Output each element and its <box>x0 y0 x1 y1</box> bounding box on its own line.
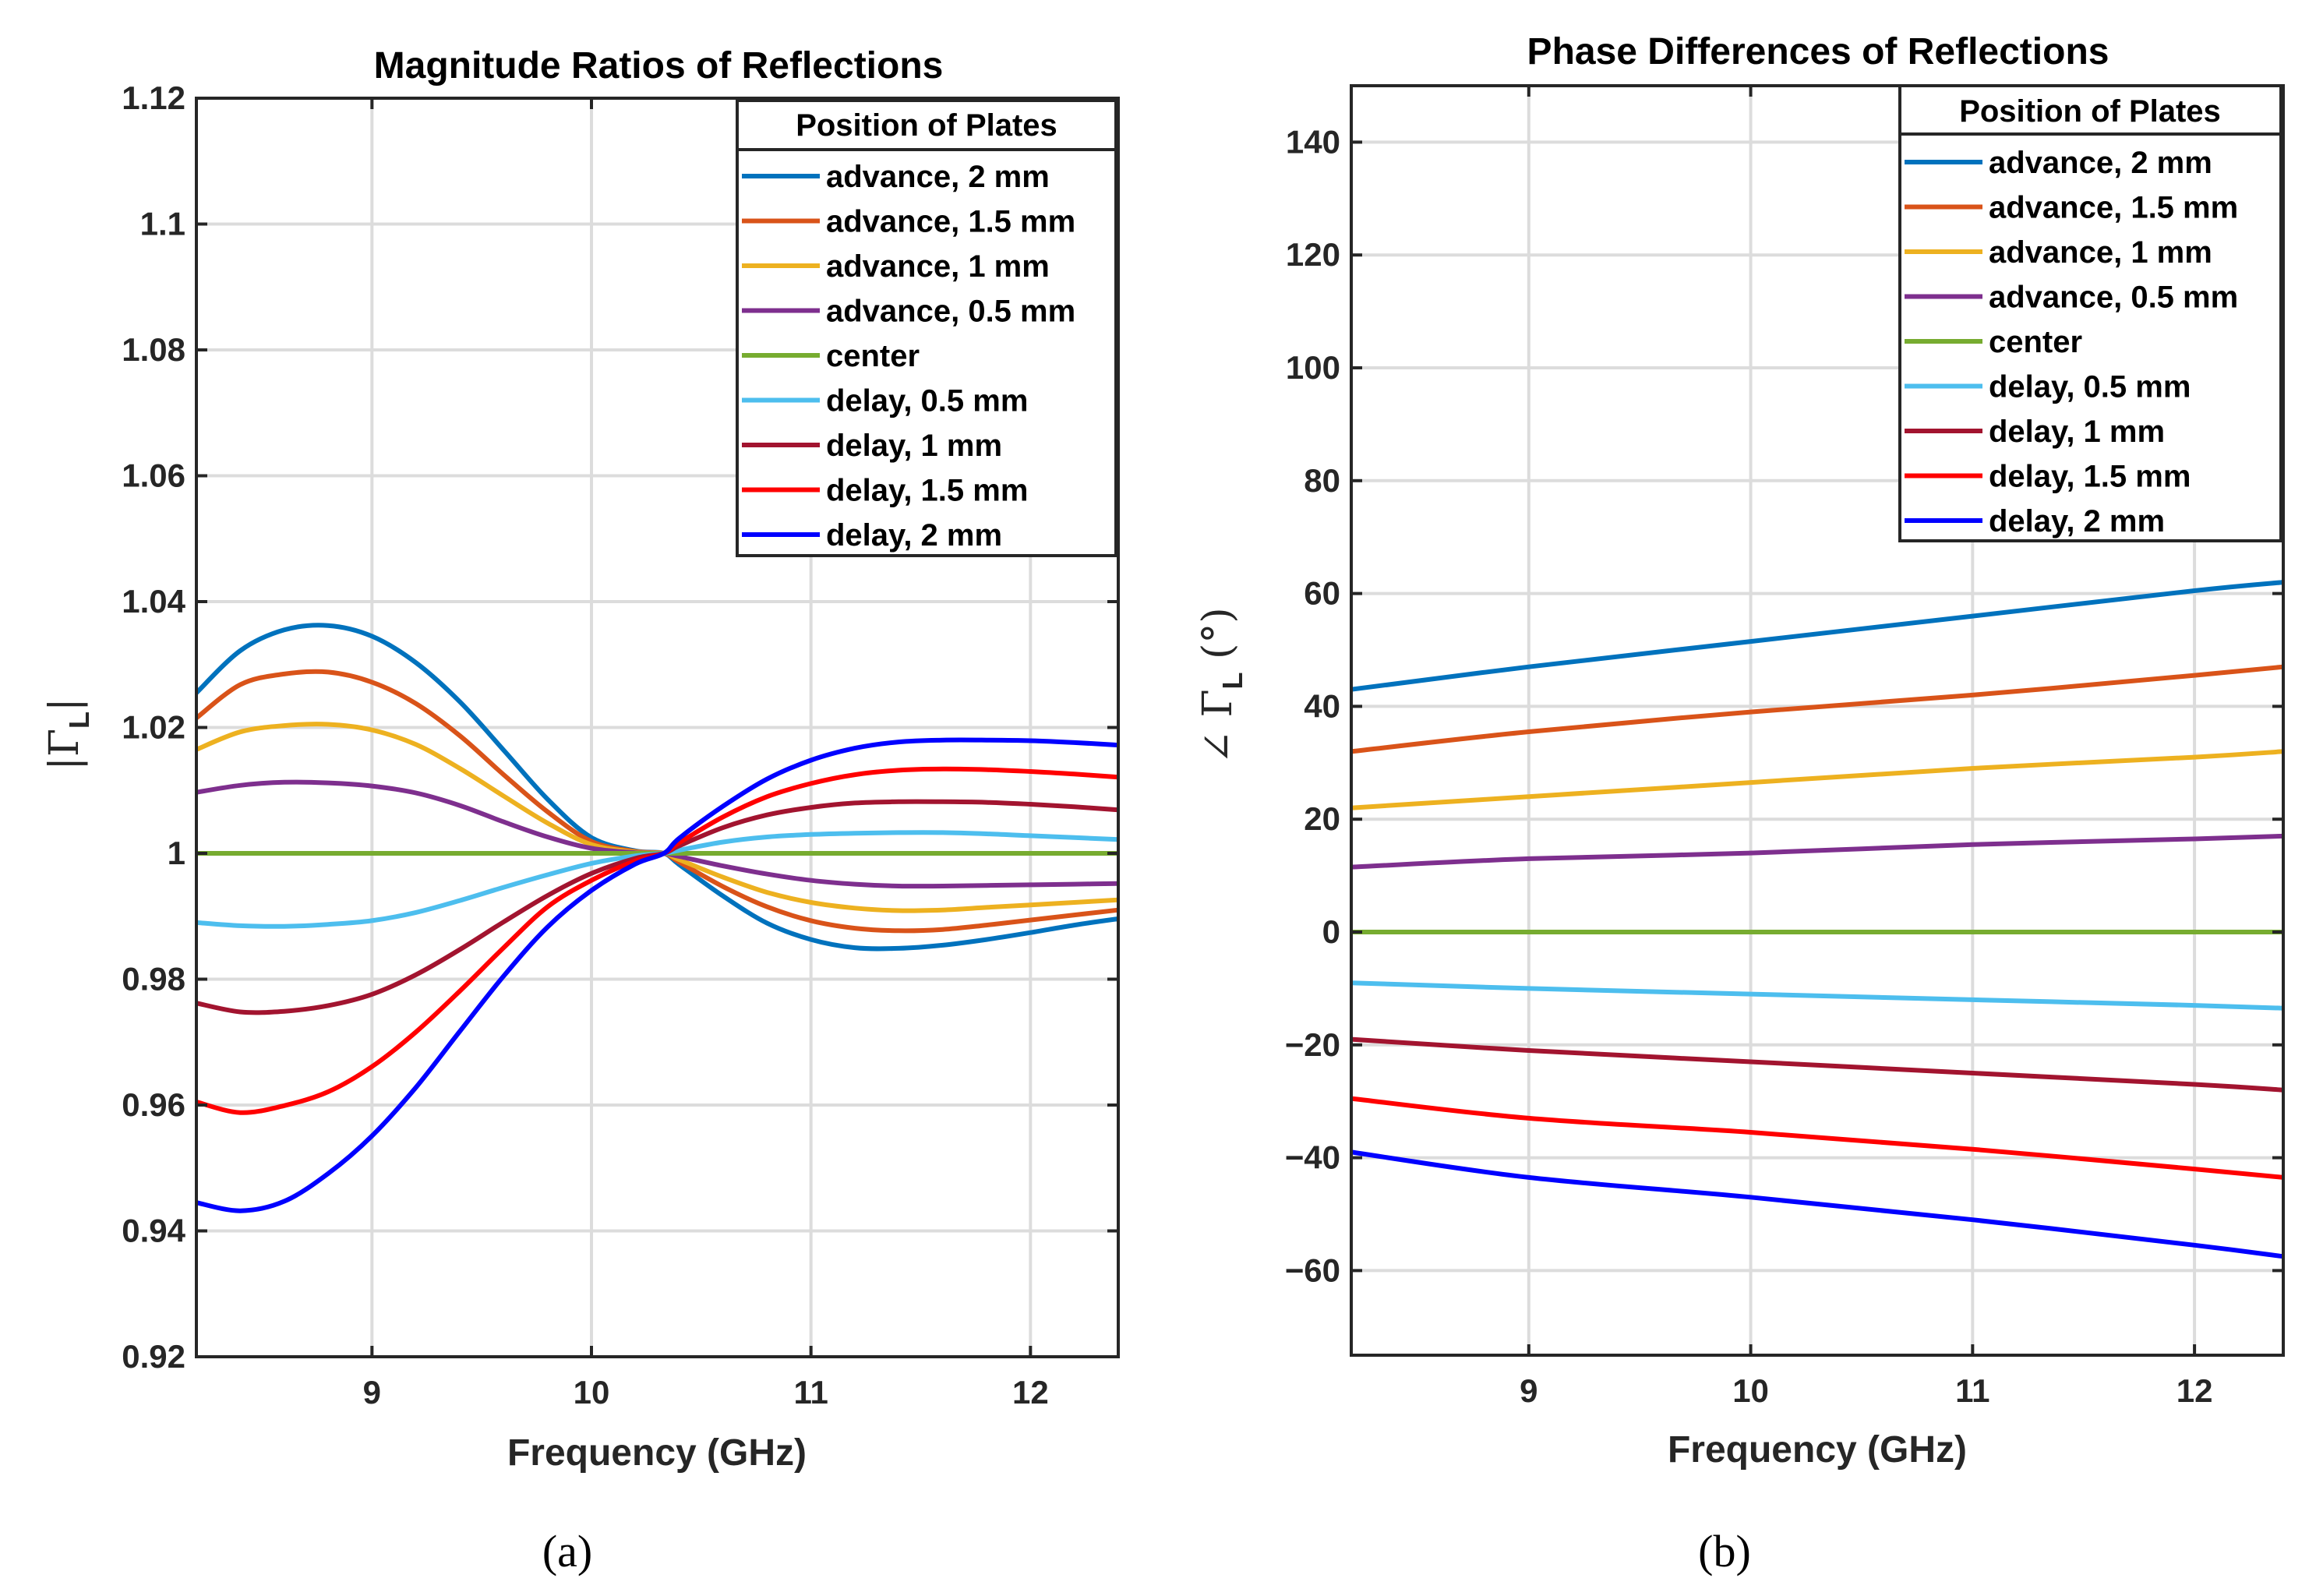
chart-a-legend-title: Position of Plates <box>796 108 1057 143</box>
y-tick-label: 0.92 <box>122 1338 185 1375</box>
legend-label: advance, 2 mm <box>1989 146 2212 180</box>
legend-label: advance, 1.5 mm <box>826 205 1075 239</box>
legend-label: advance, 1 mm <box>826 249 1050 284</box>
chart-b-legend-title: Position of Plates <box>1959 94 2221 129</box>
x-tick-label: 10 <box>574 1374 610 1411</box>
x-tick-label: 11 <box>793 1374 828 1411</box>
series-line <box>1350 749 2284 810</box>
y-tick-label: 1.04 <box>122 583 185 620</box>
chart-a-legend-items: advance, 2 mm advance, 1.5 mm advance, 1 m… <box>742 160 1075 553</box>
y-tick-label: 1 <box>168 835 185 871</box>
chart-b-title: Phase Differences of Reflections <box>1527 31 2109 72</box>
chart-b-legend: Position of Plates advance, 2 mmadvance,… <box>1898 84 2282 542</box>
x-tick-label: 12 <box>2177 1372 2213 1409</box>
chart-b-series <box>1350 580 2284 1259</box>
x-tick-label: 10 <box>1732 1372 1769 1409</box>
y-tick-label: 1.12 <box>122 79 185 116</box>
chart-b-caption: (b) <box>1698 1526 1751 1577</box>
y-tick-label: 140 <box>1286 123 1340 160</box>
legend-label: delay, 1 mm <box>1989 415 2165 449</box>
legend-label: delay, 1.5 mm <box>1989 460 2191 494</box>
chart-a-caption: (a) <box>542 1526 592 1577</box>
chart-b-legend-items: advance, 2 mm advance, 1.5 mm advance, 1 m… <box>1905 146 2238 538</box>
legend-label: center <box>1989 325 2082 359</box>
x-tick-label: 9 <box>1520 1372 1538 1409</box>
legend-label: delay, 0.5 mm <box>1989 370 2191 404</box>
series-line <box>1350 833 2284 870</box>
y-tick-label: 40 <box>1304 687 1340 724</box>
series-line <box>1350 1096 2284 1180</box>
chart-b-ylabel: ∠ ΓL (°) <box>1195 607 1248 764</box>
legend-label: delay, 2 mm <box>1989 504 2165 538</box>
legend-label: delay, 1.5 mm <box>826 474 1028 508</box>
chart-b-axes-frame <box>1350 84 2285 1357</box>
chart-a-y-ticks: 0.92 0.94 0.96 0.98 1 1.02 1.04 1.06 1.08 1.1 1.12 <box>122 79 1118 1375</box>
chart-b-x-ticks: 9 10 11 12 <box>1520 86 2212 1409</box>
legend-label: advance, 2 mm <box>826 160 1050 194</box>
legend-label: advance, 0.5 mm <box>826 295 1075 329</box>
y-tick-label: 0 <box>1322 913 1340 950</box>
y-tick-label: 20 <box>1304 800 1340 837</box>
y-tick-label: 80 <box>1304 462 1340 499</box>
chart-b-y-ticks: −60 −40 −20 0 20 40 60 80 100 120 140 <box>1285 123 2283 1288</box>
y-tick-label: −60 <box>1285 1252 1340 1288</box>
chart-b-xlabel: Frequency (GHz) <box>1668 1429 1967 1471</box>
y-tick-label: 0.98 <box>122 961 185 998</box>
x-tick-label: 12 <box>1012 1374 1049 1411</box>
y-tick-label: 1.06 <box>122 457 185 494</box>
series-line <box>1350 664 2284 754</box>
x-tick-label: 11 <box>1955 1372 1989 1409</box>
chart-a-ylabel: |ΓL| <box>41 697 95 770</box>
chart-a-series <box>194 623 1119 1213</box>
legend-label: advance, 0.5 mm <box>1989 281 2238 315</box>
y-tick-label: 120 <box>1286 236 1340 273</box>
series-line <box>1350 980 2284 1011</box>
series-line <box>1350 1036 2284 1093</box>
legend-label: advance, 1 mm <box>1989 235 2212 270</box>
y-tick-label: 100 <box>1286 349 1340 386</box>
series-line <box>1350 1149 2284 1259</box>
series-line <box>1350 580 2284 692</box>
legend-label: delay, 1 mm <box>826 429 1002 463</box>
y-tick-label: 0.96 <box>122 1086 185 1123</box>
x-tick-label: 9 <box>363 1374 381 1411</box>
series-line <box>196 737 1119 1213</box>
panel-b-phase: Phase Differences of Reflections −60−40−… <box>1195 31 2285 1577</box>
y-tick-label: 1.02 <box>122 709 185 746</box>
chart-a-legend: Position of Plates advance, 2 mmadvance,… <box>736 99 1117 557</box>
y-tick-label: 1.1 <box>140 206 185 242</box>
y-tick-label: −20 <box>1285 1026 1340 1063</box>
panel-a-magnitude: Magnitude Ratios of Reflections 0.92 0.94… <box>41 45 1120 1577</box>
y-tick-label: 0.94 <box>122 1213 185 1249</box>
legend-label: center <box>826 339 920 373</box>
y-tick-label: −40 <box>1285 1139 1340 1176</box>
chart-a-title: Magnitude Ratios of Reflections <box>374 45 944 87</box>
legend-label: advance, 1.5 mm <box>1989 191 2238 225</box>
chart-a-xlabel: Frequency (GHz) <box>507 1432 807 1474</box>
legend-label: delay, 2 mm <box>826 518 1002 553</box>
y-tick-label: 1.08 <box>122 331 185 368</box>
legend-label: delay, 0.5 mm <box>826 384 1028 418</box>
y-tick-label: 60 <box>1304 575 1340 612</box>
